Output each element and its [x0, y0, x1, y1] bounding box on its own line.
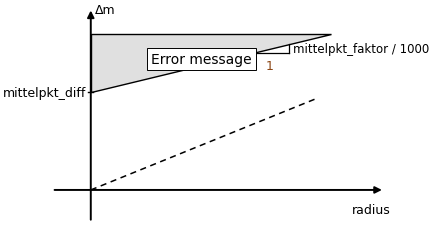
Text: Δm: Δm: [95, 4, 116, 17]
Polygon shape: [91, 35, 331, 93]
Text: mittelpkt_diff: mittelpkt_diff: [3, 86, 86, 99]
Text: radius: radius: [352, 203, 391, 216]
Text: mittelpkt_faktor / 1000: mittelpkt_faktor / 1000: [293, 43, 430, 56]
Text: Error message: Error message: [151, 52, 251, 66]
Text: 1: 1: [265, 60, 273, 73]
